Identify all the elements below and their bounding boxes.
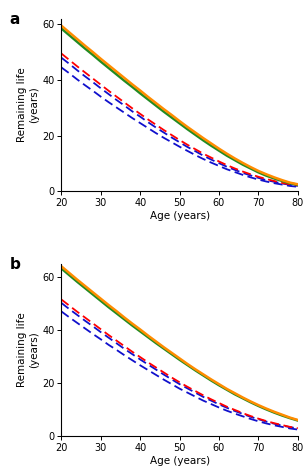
X-axis label: Age (years): Age (years) (150, 211, 210, 221)
Text: a: a (10, 12, 20, 27)
Y-axis label: Remaining life
(years): Remaining life (years) (17, 312, 39, 387)
Text: b: b (10, 257, 20, 272)
X-axis label: Age (years): Age (years) (150, 456, 210, 466)
Y-axis label: Remaining life
(years): Remaining life (years) (17, 68, 39, 143)
